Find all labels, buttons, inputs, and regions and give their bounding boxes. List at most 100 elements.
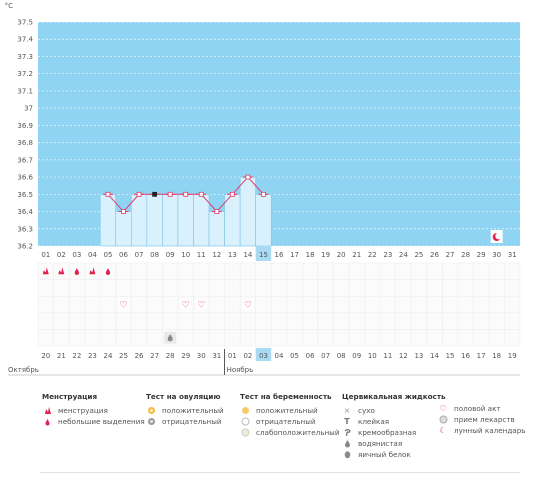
- date-label: 16: [461, 352, 470, 360]
- watery-icon: [342, 439, 352, 448]
- spotting-icon: [74, 268, 80, 275]
- x-tick-label: 26: [430, 251, 439, 259]
- current-day-highlight: [255, 246, 272, 261]
- x-tick-label: 11: [197, 251, 206, 259]
- legend-label: сухо: [358, 406, 375, 415]
- date-label: 20: [41, 352, 50, 360]
- legend-label: прием лекарств: [454, 415, 515, 424]
- temperature-point: [152, 191, 158, 197]
- pregnancy-weak-icon: [240, 428, 250, 437]
- date-label: 04: [275, 352, 284, 360]
- heart-icon-bg: [118, 299, 129, 310]
- heart-icon-bg: [242, 299, 253, 310]
- x-tick-label: 25: [414, 251, 423, 259]
- x-tick-label: 30: [492, 251, 501, 259]
- temperature-point: [105, 191, 111, 197]
- date-label: 28: [166, 352, 175, 360]
- date-label: 31: [212, 352, 221, 360]
- date-label: 24: [104, 352, 113, 360]
- menstruation-icon: [58, 267, 65, 275]
- temperature-column: [115, 211, 132, 247]
- x-tick-label: 28: [461, 251, 470, 259]
- y-tick-label: 37.5: [17, 19, 33, 27]
- date-label: 29: [181, 352, 190, 360]
- legend-item-ovulation-positive: положительный: [146, 405, 224, 416]
- bbt-chart: 37.5 37.4 37.3 37.2 37.1 37 36.9 36.8 36.7 36.6 36…: [5, 2, 521, 376]
- date-label: 13: [414, 352, 423, 360]
- month-label-november: Ноябрь: [227, 366, 254, 374]
- temperature-point: [121, 209, 126, 214]
- date-label: 11: [383, 352, 392, 360]
- date-label: 02: [243, 352, 252, 360]
- temperature-column: [224, 194, 241, 247]
- eggwhite-icon: [167, 334, 173, 342]
- legend-cervical-title: Цервикальная жидкость: [342, 392, 446, 401]
- date-label: 05: [290, 352, 299, 360]
- legend-label: клейкая: [358, 417, 390, 426]
- temperature-point: [229, 191, 235, 197]
- legend-label: кремообразная: [358, 428, 417, 437]
- y-tick-label: 37.1: [17, 87, 33, 95]
- x-tick-label: 21: [352, 251, 361, 259]
- legend-item-menstruation: менструация: [42, 405, 145, 416]
- pill-icon: [438, 415, 448, 424]
- month-label-october: Октябрь: [8, 366, 39, 374]
- heart-icon: ♡: [182, 301, 190, 311]
- date-label: 23: [88, 352, 97, 360]
- date-label: 17: [477, 352, 486, 360]
- dry-icon: ×: [343, 406, 351, 415]
- legend-item-pregnancy-positive: положительный: [240, 405, 340, 416]
- legend-label: положительный: [256, 406, 318, 415]
- date-label: 18: [492, 352, 501, 360]
- legend-ovulation: Тест на овуляцию положительный отрицател…: [146, 392, 224, 427]
- x-tick-label: 05: [104, 251, 113, 259]
- temperature-point: [245, 174, 251, 180]
- legend-label: половой акт: [454, 404, 501, 413]
- x-tick-label: 20: [337, 251, 346, 259]
- temperature-point: [261, 191, 266, 197]
- ovulation-negative-icon: [146, 417, 156, 426]
- date-label: 14: [430, 352, 439, 360]
- heart-icon: ♡: [439, 404, 447, 413]
- temperature-column: [177, 194, 194, 247]
- legend-item-dry: × сухо: [342, 405, 446, 416]
- menstruation-icon: [42, 267, 49, 275]
- ovulation-positive-icon: [146, 406, 156, 415]
- current-date-highlight: [255, 348, 272, 361]
- legend-item-spotting: небольшие выделения: [42, 416, 145, 427]
- date-label: 27: [150, 352, 159, 360]
- y-tick-label: 36.6: [17, 174, 33, 182]
- legend-label: положительный: [162, 406, 224, 415]
- y-tick-label: 36.9: [17, 122, 33, 130]
- y-tick-label: 36.7: [17, 156, 33, 164]
- y-tick-label: 37.4: [17, 36, 33, 44]
- legend-item-intercourse: ♡ половой акт: [438, 403, 526, 414]
- temperature-column: [146, 194, 163, 247]
- y-tick-label: 36.4: [17, 208, 33, 216]
- x-tick-label: 27: [446, 251, 455, 259]
- pregnancy-negative-icon: [240, 417, 250, 426]
- x-tick-label: 18: [306, 251, 315, 259]
- date-label: 06: [306, 352, 315, 360]
- legend-item-medication: прием лекарств: [438, 414, 526, 425]
- x-tick-label: 03: [72, 251, 81, 259]
- spotting-icon: [42, 417, 52, 426]
- x-tick-label: 02: [57, 251, 66, 259]
- legend-label: лунный календарь: [454, 426, 526, 435]
- date-label: 22: [72, 352, 81, 360]
- y-tick-label: 37.2: [17, 70, 33, 78]
- date-label: 08: [337, 352, 346, 360]
- x-tick-label: 09: [166, 251, 175, 259]
- x-tick-label: 22: [368, 251, 377, 259]
- creamy-icon: [342, 428, 352, 437]
- date-label: 03: [259, 352, 268, 360]
- date-label: 19: [508, 352, 517, 360]
- temperature-column: [239, 176, 256, 247]
- chart-legend: Менструация менструация небольшие выделе…: [40, 392, 526, 472]
- x-tick-label: 17: [290, 251, 299, 259]
- y-tick-label: 36.3: [17, 225, 33, 233]
- x-tick-label: 23: [383, 251, 392, 259]
- x-tick-label: 10: [181, 251, 190, 259]
- temperature-point: [167, 191, 173, 197]
- moon-icon: ☾: [439, 426, 447, 435]
